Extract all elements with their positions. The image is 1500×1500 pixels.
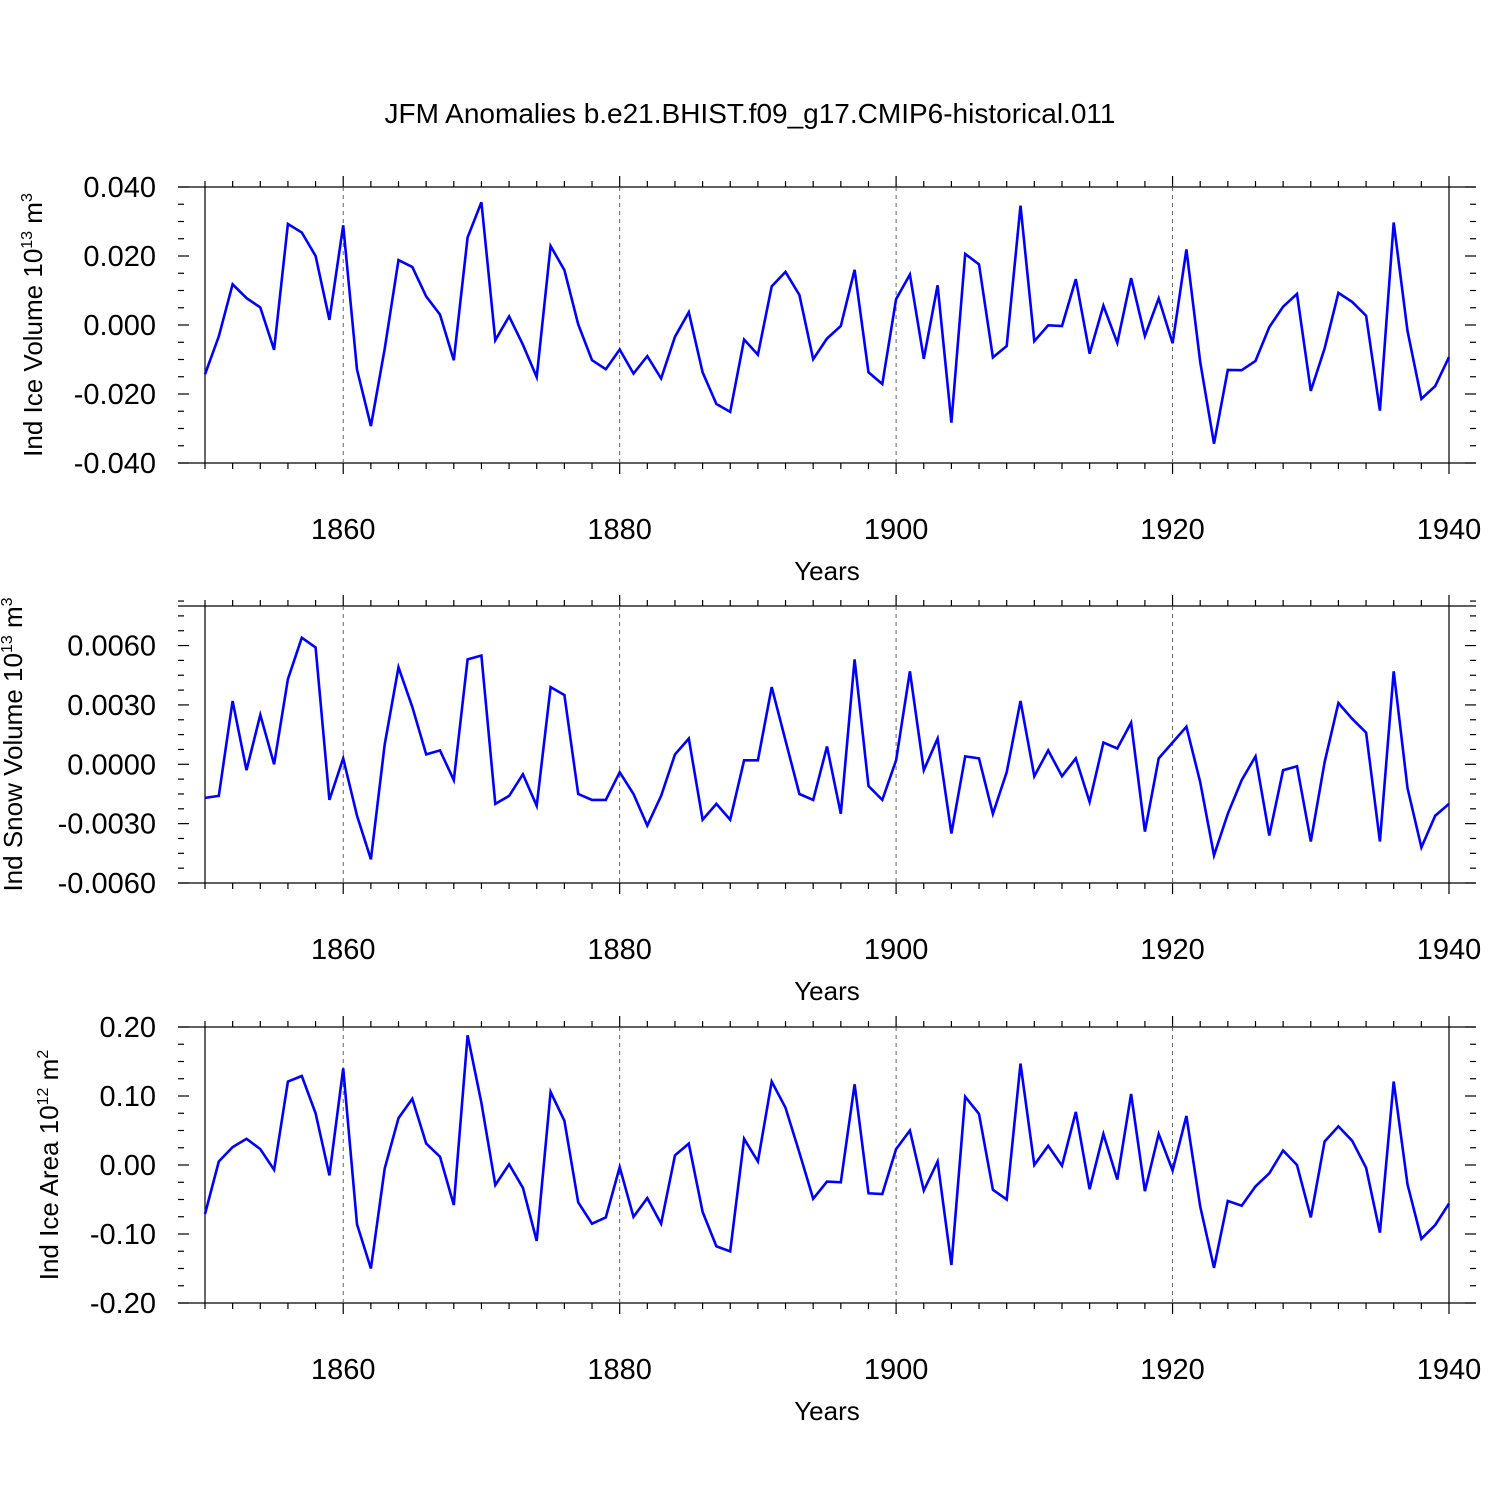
series-line-ind-ice-volume — [203, 201, 1451, 444]
x-axis-title: Years — [794, 1396, 860, 1426]
x-tick-label: 1860 — [311, 514, 376, 546]
x-tick-label: 1900 — [864, 934, 929, 966]
x-tick-label: 1940 — [1417, 1354, 1482, 1386]
x-axis-title: Years — [794, 556, 860, 586]
x-axis-title: Years — [794, 976, 860, 1006]
panel-2: 1860 1880 1900 1920 1940 Years 0.0060 0.0030 0.0… — [0, 595, 1481, 1006]
y-tick-label: -0.10 — [90, 1219, 156, 1251]
x-tick-label: 1860 — [311, 934, 376, 966]
x-tick-label: 1940 — [1417, 934, 1482, 966]
y-axis-title: Ind Ice Volume 1013 m3 — [18, 193, 48, 457]
y-tick-label: 0.0000 — [67, 749, 156, 781]
y-tick-label: -0.0030 — [58, 809, 156, 841]
y-tick-label: 0.040 — [83, 172, 156, 204]
x-tick-label: 1860 — [311, 1354, 376, 1386]
series-line-ind-ice-area — [203, 1035, 1451, 1269]
y-tick-label: 0.020 — [83, 241, 156, 273]
x-tick-label: 1880 — [587, 1354, 652, 1386]
x-tick-label: 1900 — [864, 514, 929, 546]
x-tick-label: 1900 — [864, 1354, 929, 1386]
y-tick-label: -0.020 — [74, 379, 156, 411]
x-tick-label: 1940 — [1417, 514, 1482, 546]
y-tick-label: -0.040 — [74, 448, 156, 480]
panels-container: 1860 1880 1900 1920 1940Years0.0400.0200.000… — [0, 172, 1481, 1426]
y-tick-label: 0.00 — [100, 1150, 156, 1182]
y-tick-label: 0.0030 — [67, 690, 156, 722]
x-tick-label: 1880 — [587, 934, 652, 966]
y-tick-label: 0.000 — [83, 310, 156, 342]
figure-title: JFM Anomalies b.e21.BHIST.f09_g17.CMIP6-… — [385, 98, 1116, 129]
y-axis-title: Ind Snow Volume 1013 m3 — [0, 597, 28, 891]
y-tick-label: 0.10 — [100, 1081, 156, 1113]
y-tick-label: -0.20 — [90, 1288, 156, 1320]
x-tick-label: 1920 — [1140, 514, 1205, 546]
panel-3: 1860 1880 1900 1920 1940 Years 0.20 0.10 0.00 -0.… — [34, 1012, 1481, 1426]
y-tick-label: 0.20 — [100, 1012, 156, 1044]
series-line-ind-snow-volume — [204, 635, 1450, 861]
y-axis-title: Ind Ice Area 1012 m2 — [34, 1050, 64, 1281]
x-tick-label: 1920 — [1140, 1354, 1205, 1386]
y-tick-label: -0.0060 — [58, 868, 156, 900]
y-tick-label: 0.0060 — [67, 631, 156, 663]
x-tick-label: 1920 — [1140, 934, 1205, 966]
panel-1: 1860 1880 1900 1920 1940 Years 0.040 0.020 0.000… — [18, 172, 1481, 586]
x-tick-label: 1880 — [587, 514, 652, 546]
